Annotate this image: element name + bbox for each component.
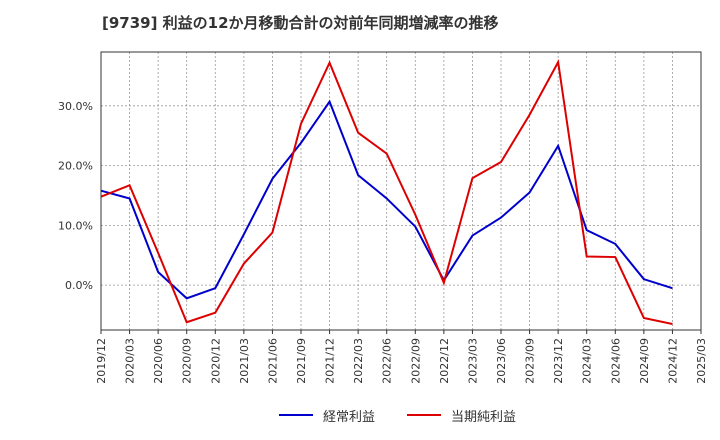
data-point-series-1 (214, 311, 217, 314)
x-tick-label: 2022/03 (352, 338, 365, 384)
x-tick-label: 2022/12 (438, 338, 451, 384)
data-point-series-0 (357, 174, 360, 177)
y-tick-label: 30.0% (58, 100, 93, 113)
label-layer: 0.0% 10.0% 20.0% 30.0% 2019/12 2020/03 2020/06… (58, 100, 708, 384)
data-point-series-0 (128, 197, 131, 200)
plot-frame (100, 51, 702, 331)
x-tick-label: 2021/06 (266, 338, 279, 384)
x-tick-label: 2024/09 (638, 338, 651, 384)
y-tick-label: 0.0% (65, 279, 93, 292)
data-point-series-0 (271, 177, 274, 180)
data-point-series-1 (242, 262, 245, 265)
data-point-series-0 (642, 278, 645, 281)
x-tick-label: 2024/12 (666, 338, 679, 384)
data-point-series-0 (414, 225, 417, 228)
y-tick-label: 20.0% (58, 160, 93, 173)
data-point-series-1 (528, 113, 531, 116)
y-tick-label: 10.0% (58, 219, 93, 232)
data-point-series-0 (300, 141, 303, 144)
data-point-series-1 (442, 281, 445, 284)
legend-label-series-0: 経常利益 (323, 409, 376, 425)
chart-title: [9739] 利益の12か月移動合計の対前年同期増減率の推移 (102, 14, 499, 32)
x-tick-label: 2021/09 (295, 338, 308, 384)
x-tick-label: 2022/09 (409, 338, 422, 384)
legend-label-series-1: 当期純利益 (451, 409, 517, 425)
x-tick-label: 2020/12 (209, 338, 222, 384)
x-tick-label: 2022/06 (381, 338, 394, 384)
axis-layer (100, 330, 702, 334)
data-point-series-0 (471, 234, 474, 237)
data-point-series-1 (557, 61, 560, 64)
x-tick-label: 2023/12 (552, 338, 565, 384)
data-point-series-1 (328, 61, 331, 64)
legend-swatch-series-0 (279, 414, 313, 416)
x-tick-label: 2020/09 (181, 338, 194, 384)
x-tick-label: 2024/06 (609, 338, 622, 384)
data-point-series-0 (214, 287, 217, 290)
data-point-series-1 (185, 321, 188, 324)
data-point-series-1 (471, 177, 474, 180)
x-tick-label: 2020/03 (124, 338, 137, 384)
data-point-series-0 (671, 287, 674, 290)
series-line-1 (100, 59, 673, 325)
data-point-series-1 (500, 161, 503, 164)
data-point-series-0 (585, 229, 588, 232)
data-point-series-0 (242, 233, 245, 236)
data-point-series-1 (671, 323, 674, 326)
data-point-series-1 (385, 152, 388, 155)
data-point-series-1 (300, 122, 303, 125)
x-tick-label: 2021/12 (324, 338, 337, 384)
data-point-series-1 (357, 131, 360, 134)
series-line-0 (100, 99, 673, 300)
x-tick-label: 2024/03 (581, 338, 594, 384)
data-point-series-0 (385, 197, 388, 200)
grid-layer (100, 52, 702, 330)
data-point-series-1 (414, 213, 417, 216)
x-tick-label: 2025/03 (695, 338, 708, 384)
x-tick-label: 2023/09 (524, 338, 537, 384)
data-point-series-0 (157, 271, 160, 274)
data-point-series-1 (614, 256, 617, 259)
data-point-series-1 (128, 184, 131, 187)
data-point-series-1 (271, 231, 274, 234)
legend-item-series-1: 当期純利益 (407, 405, 516, 425)
legend-swatch-series-1 (407, 414, 441, 416)
data-point-series-0 (185, 297, 188, 300)
data-point-series-0 (528, 191, 531, 194)
data-point-series-1 (157, 251, 160, 254)
x-tick-label: 2023/03 (466, 338, 479, 384)
data-point-series-1 (642, 317, 645, 320)
x-tick-label: 2021/03 (238, 338, 251, 384)
data-point-series-0 (557, 144, 560, 147)
x-tick-label: 2020/06 (152, 338, 165, 384)
data-point-series-1 (585, 255, 588, 258)
series-layer (100, 59, 674, 326)
legend-item-series-0: 経常利益 (279, 405, 375, 425)
plot-background (101, 52, 701, 330)
data-point-series-0 (328, 100, 331, 103)
data-point-series-0 (500, 216, 503, 219)
data-point-series-0 (614, 242, 617, 245)
x-tick-label: 2019/12 (95, 338, 108, 384)
x-tick-label: 2023/06 (495, 338, 508, 384)
